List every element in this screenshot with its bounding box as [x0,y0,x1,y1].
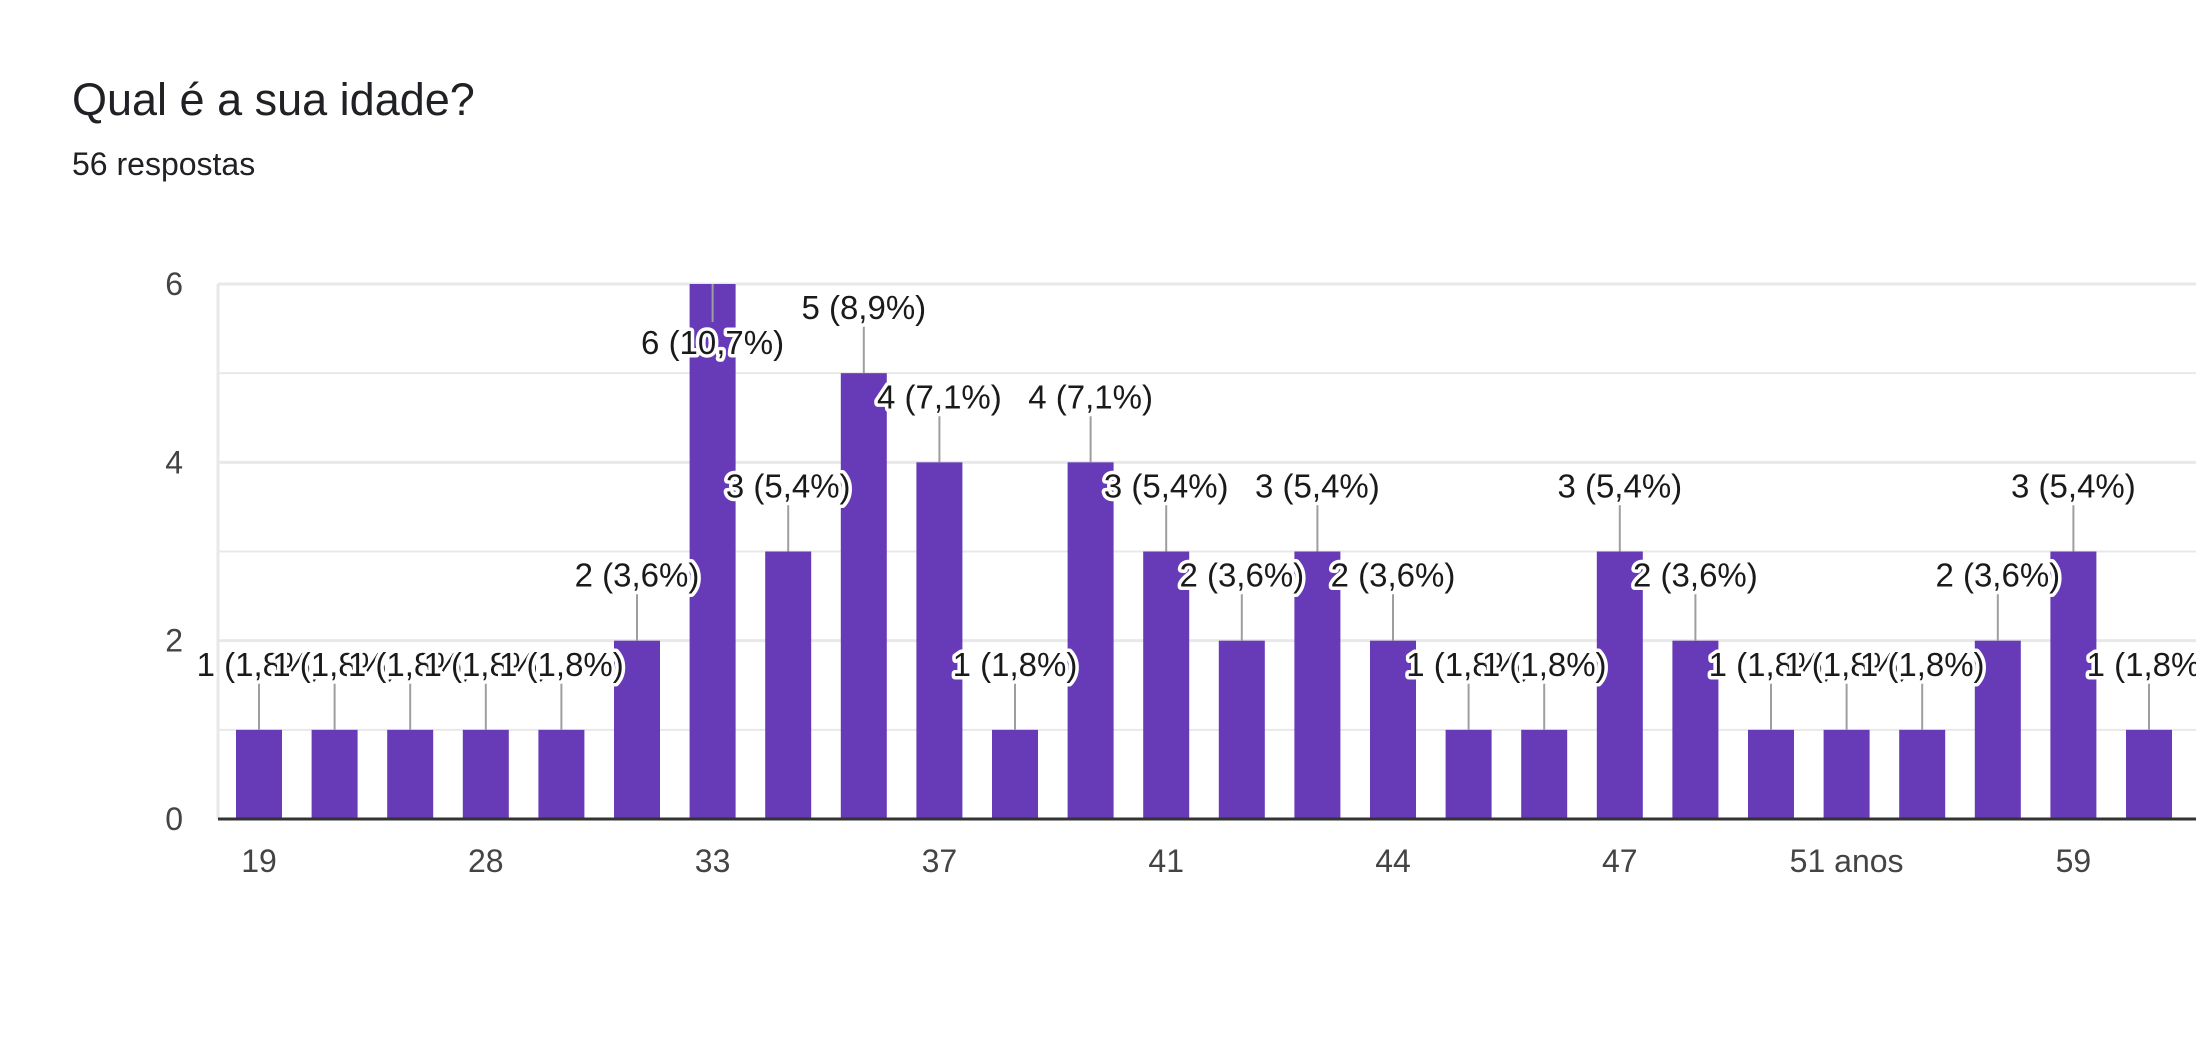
data-label: 1 (1,8%) [499,646,624,683]
data-label: 1 (1,8%) [1709,646,1834,683]
data-label: 2 (3,6%) [1179,557,1304,594]
data-label: 1 (1,8%) [1406,646,1531,683]
bar [1370,640,1416,819]
bar [311,729,358,819]
data-label: 5 (8,9%) [801,289,926,326]
bar [992,729,1038,819]
bar [2050,551,2097,819]
data-label: 4 (7,1%) [1028,378,1153,415]
bar [1596,551,1643,819]
bar [1294,551,1341,819]
data-label: 2 (3,6%) [575,557,700,594]
bar [387,729,434,819]
x-tick-label: 28 [468,843,504,879]
bar [1974,640,2021,819]
x-tick-label: 37 [922,843,958,879]
data-label: 3 (5,4%) [726,468,851,505]
data-label: 1 (1,8%) [1482,646,1607,683]
bar [1521,729,1568,819]
question-title: Qual é a sua idade? [72,74,475,125]
bar [462,729,509,819]
data-label: 3 (5,4%) [1255,468,1380,505]
bar [765,551,812,819]
data-label: 2 (3,6%) [1633,557,1758,594]
x-tick-label: 44 [1375,843,1411,879]
data-label: 1 (1,8%) [272,646,397,683]
data-label: 1 (1,8%) [423,646,548,683]
bar [916,462,963,819]
y-tick-label: 0 [165,801,183,837]
x-tick-label: 41 [1148,843,1184,879]
data-label: 4 (7,1%) [877,378,1002,415]
bar [614,640,660,819]
data-label: 3 (5,4%) [2011,468,2136,505]
bar [1823,729,1870,819]
data-label: 1 (1,8%) [2087,646,2196,683]
bar [1218,640,1265,819]
data-label: 3 (5,4%) [1104,468,1229,505]
x-tick-label: 51 anos [1790,843,1904,879]
x-tick-label: 59 [2056,843,2092,879]
bar [1672,640,1719,819]
data-label: 1 (1,8%) [1784,646,1909,683]
data-label: 6 (10,7%) [641,324,784,361]
y-tick-label: 6 [165,266,183,302]
response-count: 56 respostas [72,146,256,182]
bar [689,284,736,819]
data-label: 3 (5,4%) [1557,468,1682,505]
bar [840,373,887,819]
x-tick-label: 47 [1602,843,1638,879]
bar [1445,729,1492,819]
y-tick-label: 4 [165,444,183,480]
y-tick-label: 2 [165,623,183,659]
data-label: 1 (1,8%) [197,646,322,683]
x-tick-label: 33 [695,843,731,879]
bar [1899,729,1946,819]
data-label: 2 (3,6%) [1331,557,1456,594]
bar [538,729,585,819]
data-label: 1 (1,8%) [1860,646,1985,683]
bar [2126,729,2172,819]
x-tick-label: 19 [241,843,277,879]
bar [1067,462,1114,819]
data-label: 1 (1,8%) [348,646,473,683]
bar [1748,729,1794,819]
bar [236,729,282,819]
data-label: 1 (1,8%) [953,646,1078,683]
bar [1143,551,1190,819]
data-label: 2 (3,6%) [1935,557,2060,594]
